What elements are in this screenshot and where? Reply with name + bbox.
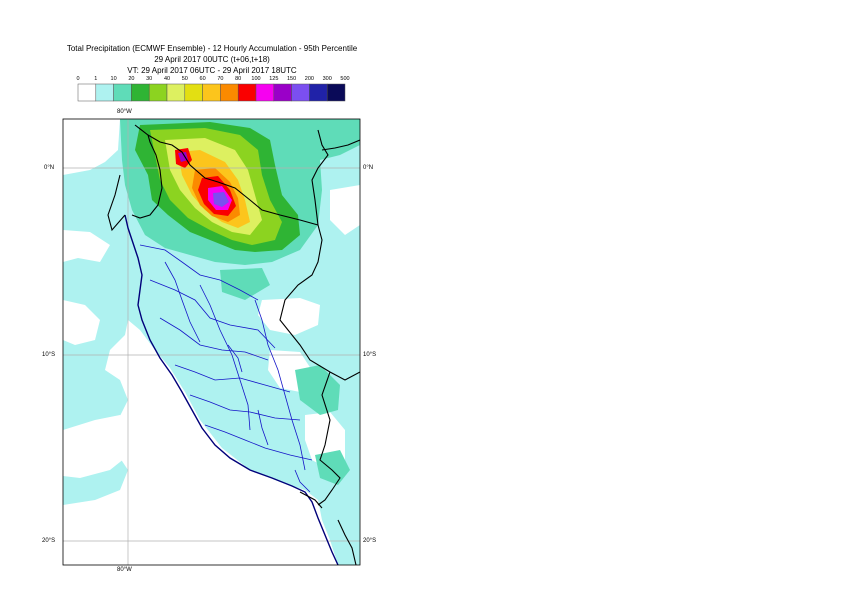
moist-patch-southeast: [315, 450, 350, 485]
legend-tick-label: 70: [217, 76, 223, 82]
legend-tick-label: 80: [235, 76, 241, 82]
dry-ocean-patch-north: [63, 119, 120, 175]
admin-borders: [139, 244, 313, 493]
dry-ocean-patch-west: [63, 230, 110, 262]
lon-label-top: 80°W: [117, 109, 132, 115]
chart-title-line-2: 29 April 2017 00UTC (t+06,t+18): [154, 55, 270, 64]
lat-label-left-10s: 10°S: [42, 352, 56, 358]
graticule: [63, 119, 360, 565]
legend-tick-label: 60: [200, 76, 206, 82]
legend-tick-label: 150: [287, 76, 296, 82]
legend-tick-label: 20: [128, 76, 134, 82]
lat-label-right-0: 0°N: [363, 165, 374, 171]
rain-violet-core: [213, 192, 229, 207]
map-frame: [62, 118, 361, 566]
legend-tick-label: 300: [323, 76, 332, 82]
legend-tick-label: 50: [182, 76, 188, 82]
legend-tick-label: 1: [94, 76, 97, 82]
dry-highland-patch: [258, 298, 320, 335]
legend-swatch: [326, 83, 346, 102]
coastline: [124, 214, 339, 565]
lat-label-right-20s: 20°S: [363, 538, 377, 544]
chart-title-line-1: Total Precipitation (ECMWF Ensemble) - 1…: [66, 44, 358, 53]
lon-label-bottom: 80°W: [117, 567, 132, 573]
legend-tick-label: 30: [146, 76, 152, 82]
lat-label-left-0: 0°N: [44, 165, 55, 171]
legend-tick-label: 500: [340, 76, 349, 82]
lat-label-left-20s: 20°S: [42, 538, 56, 544]
legend-tick-label: 40: [164, 76, 170, 82]
dry-coastal-desert: [63, 320, 338, 565]
dry-inland-patch-ne: [330, 185, 360, 235]
country-borders: [107, 124, 360, 565]
moist-patch-east: [295, 365, 340, 415]
legend-tick-label: 200: [305, 76, 314, 82]
precipitation-legend: 0 1 10 20 30 40 50 60 70 80 100 125 150 200 300 500: [76, 76, 350, 102]
legend-tick-label: 125: [269, 76, 278, 82]
legend-tick-label: 0: [76, 76, 79, 82]
rain-nw-cell-core: [178, 152, 188, 162]
legend-tick-label: 10: [111, 76, 117, 82]
dry-ocean-patch-mid: [63, 300, 100, 345]
legend-tick-label: 100: [251, 76, 260, 82]
lat-label-right-10s: 10°S: [363, 352, 377, 358]
moist-patch-amazon: [220, 268, 270, 300]
chart-title-line-3: VT: 29 April 2017 06UTC - 29 April 2017 …: [127, 66, 297, 75]
